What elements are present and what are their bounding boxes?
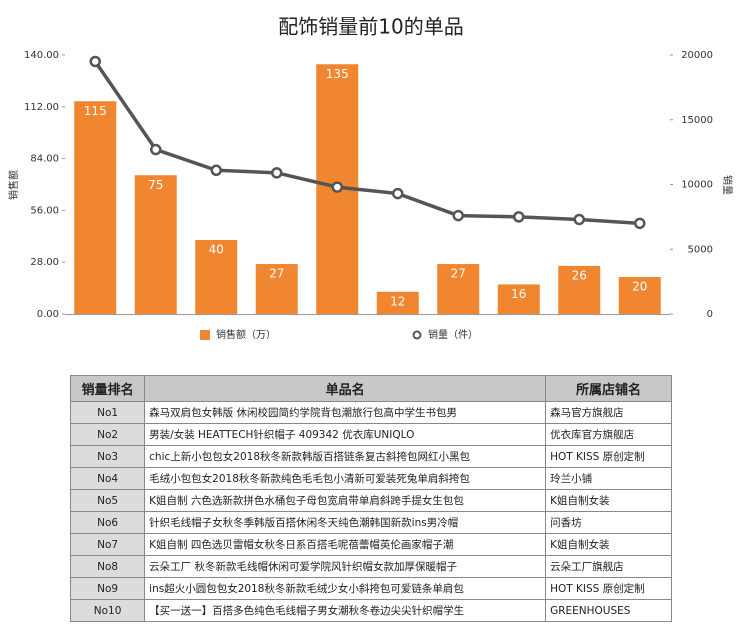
table-cell: 森马双肩包女韩版 休闲校园简约学院背包潮旅行包高中学生书包男 xyxy=(144,401,547,424)
table-cell: No10 xyxy=(69,599,146,622)
table-row: No9 ins超火小圆包包女2018秋冬新款毛绒少女小斜挎包可爱链条单肩包 HOT … xyxy=(69,577,672,600)
table-cell: No4 xyxy=(69,467,146,490)
table-cell: K姐自制女装 xyxy=(545,489,672,512)
legend-swatch xyxy=(412,330,422,340)
table-cell: 玲兰小铺 xyxy=(545,467,672,490)
table-cell: K姐自制女装 xyxy=(545,533,672,556)
y-axis-label: 销售额 xyxy=(7,170,20,200)
bar-value-label: 75 xyxy=(148,178,163,192)
chart: 配饰销量前10的单品 销售额 销量 0.00 28.00 56.00 84.00 112… xyxy=(7,15,734,342)
y-tick-label: 28.00 xyxy=(30,257,59,268)
table-cell: HOT KISS 原创定制 xyxy=(545,445,672,468)
line xyxy=(93,60,640,226)
table-row: No10 【买一送一】百搭多色纯色毛线帽子男女潮秋冬卷边尖尖针织帽学生 GREENH… xyxy=(69,599,672,622)
table-cell: K姐自制 六色选新款拼色水桶包子母包宽肩带单肩斜跨手提女生包包 xyxy=(144,489,547,512)
table-cell: No7 xyxy=(69,533,146,556)
bar-value-label: 27 xyxy=(451,267,466,281)
table-cell: ins超火小圆包包女2018秋冬新款毛绒少女小斜挎包可爱链条单肩包 xyxy=(144,577,547,600)
table-row: No7 K姐自制 四色选贝雷帽女秋冬日系百搭毛呢蓓蕾帽英伦画家帽子潮 K姐自制女装 xyxy=(69,533,672,556)
table-cell: No5 xyxy=(69,489,146,512)
table-cell: 毛绒小包包女2018秋冬新款纯色毛毛包小清新可爱装死兔单肩斜挎包 xyxy=(144,467,547,490)
table-cell: No6 xyxy=(69,511,146,534)
y2-tick-label: 20000 xyxy=(681,50,713,61)
bar xyxy=(74,101,117,314)
table-cell: 【买一送一】百搭多色纯色毛线帽子男女潮秋冬卷边尖尖针织帽学生 xyxy=(144,599,547,622)
table-row: No6 针织毛线帽子女秋冬季韩版百搭休闲冬天纯色潮韩国新款ins男冷帽 问香坊 xyxy=(69,511,672,534)
y-tick-label: 140.00 xyxy=(24,50,59,61)
header-cell: 单品名 xyxy=(144,375,547,402)
bar-value-label: 115 xyxy=(84,104,107,118)
table-cell: GREENHOUSES xyxy=(545,599,672,622)
table-row: No4 毛绒小包包女2018秋冬新款纯色毛毛包小清新可爱装死兔单肩斜挎包 玲兰小铺 xyxy=(69,467,672,490)
table-cell: 针织毛线帽子女秋冬季韩版百搭休闲冬天纯色潮韩国新款ins男冷帽 xyxy=(144,511,547,534)
ranking-table: 销量排名 单品名 所属店铺名 No1 森马双肩包女韩版 休闲校园简约学院背包潮旅行包高中… xyxy=(69,375,672,622)
line-point xyxy=(89,55,101,68)
bar xyxy=(195,240,238,314)
y-tick-label: 0.00 xyxy=(37,309,59,320)
line-point xyxy=(634,217,646,230)
table-cell: 男装/女装 HEATTECH针织帽子 409342 优衣库UNIQLO xyxy=(144,423,547,446)
line-point xyxy=(331,181,343,193)
bar xyxy=(558,265,601,314)
table-cell: No9 xyxy=(69,577,146,600)
table-cell: No1 xyxy=(69,401,146,424)
bar-value-label: 20 xyxy=(632,280,647,294)
y2-tick-label: 5000 xyxy=(688,244,713,255)
bar-value-label: 135 xyxy=(326,67,349,81)
table-cell: chic上新小包包女2018秋冬新款韩版百搭链条复古斜挎包网红小黑包 xyxy=(144,445,547,468)
bar-value-label: 26 xyxy=(572,268,587,282)
y-tick-label: 56.00 xyxy=(30,205,59,216)
y2-axis-label: 销量 xyxy=(721,175,734,195)
table-cell: No3 xyxy=(69,445,146,468)
table-header: 销量排名 单品名 所属店铺名 xyxy=(69,375,672,402)
line-point xyxy=(392,187,404,200)
legend-label: 销售额（万） xyxy=(216,328,276,341)
line-point xyxy=(150,143,162,156)
table-cell: 优衣库官方旗舰店 xyxy=(545,423,672,446)
table-row: No3 chic上新小包包女2018秋冬新款韩版百搭链条复古斜挎包网红小黑包 HOT… xyxy=(69,445,672,468)
header-cell: 所属店铺名 xyxy=(545,375,672,402)
bar xyxy=(618,277,661,314)
y2-tick-label: 15000 xyxy=(681,115,713,126)
y2-tick-label: 10000 xyxy=(681,180,713,191)
table-cell: No2 xyxy=(69,423,146,446)
chart-title: 配饰销量前10的单品 xyxy=(278,15,463,39)
bar xyxy=(376,291,419,314)
line-point xyxy=(513,211,525,223)
legend-label: 销量（件） xyxy=(428,328,478,341)
legend-swatch xyxy=(200,330,210,340)
line-point xyxy=(210,164,222,177)
y-tick-label: 84.00 xyxy=(30,154,59,165)
table-cell: 云朵工厂旗舰店 xyxy=(545,555,672,578)
bar-value-label: 12 xyxy=(390,294,405,308)
bar-value-label: 40 xyxy=(209,243,224,257)
line-point xyxy=(573,213,585,226)
bar xyxy=(134,175,177,314)
bar xyxy=(437,264,480,314)
table-cell: K姐自制 四色选贝雷帽女秋冬日系百搭毛呢蓓蕾帽英伦画家帽子潮 xyxy=(144,533,547,556)
table-cell: 问香坊 xyxy=(545,511,672,534)
bar xyxy=(497,284,540,314)
y2-tick-label: 0 xyxy=(707,309,713,320)
table-row: No2 男装/女装 HEATTECH针织帽子 409342 优衣库UNIQLO 优衣… xyxy=(69,423,672,446)
line-point xyxy=(271,167,283,179)
bar-value-label: 27 xyxy=(269,267,284,281)
table-row: No5 K姐自制 六色选新款拼色水桶包子母包宽肩带单肩斜跨手提女生包包 K姐自制女装 xyxy=(69,489,672,512)
line-point xyxy=(452,209,464,222)
table-cell: No8 xyxy=(69,555,146,578)
table-cell: 云朵工厂 秋冬新款毛线帽休闲可爱学院风针织帽女款加厚保暖帽子 xyxy=(144,555,547,578)
table-row: No1 森马双肩包女韩版 休闲校园简约学院背包潮旅行包高中学生书包男 森马官方旗舰店 xyxy=(69,401,672,424)
bar-value-label: 16 xyxy=(511,287,526,301)
table-cell: HOT KISS 原创定制 xyxy=(545,577,672,600)
table-body: No1 森马双肩包女韩版 休闲校园简约学院背包潮旅行包高中学生书包男 森马官方旗舰店… xyxy=(69,401,672,622)
table-row: No8 云朵工厂 秋冬新款毛线帽休闲可爱学院风针织帽女款加厚保暖帽子 云朵工厂旗舰店 xyxy=(69,555,672,578)
y-tick-label: 112.00 xyxy=(24,102,59,113)
bar xyxy=(255,264,298,314)
header-cell: 销量排名 xyxy=(69,375,146,402)
table-cell: 森马官方旗舰店 xyxy=(545,401,672,424)
